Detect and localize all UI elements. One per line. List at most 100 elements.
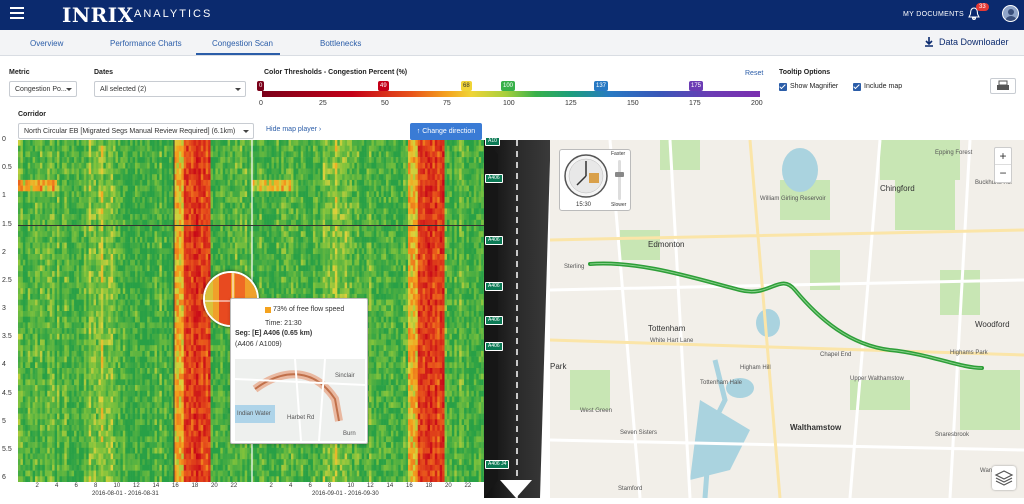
heatmap-cell[interactable] <box>171 197 175 203</box>
heatmap-cell[interactable] <box>122 276 126 283</box>
heatmap-cell[interactable] <box>20 145 24 152</box>
heatmap-cell[interactable] <box>108 197 111 203</box>
heatmap-cell[interactable] <box>178 407 182 414</box>
heatmap-cell[interactable] <box>159 282 163 289</box>
heatmap-cell[interactable] <box>176 373 180 380</box>
heatmap-cell[interactable] <box>125 476 128 482</box>
heatmap-cell[interactable] <box>191 293 194 300</box>
heatmap-cell[interactable] <box>52 311 55 317</box>
heatmap-cell[interactable] <box>115 459 119 466</box>
heatmap-cell[interactable] <box>54 305 58 312</box>
heatmap-cell[interactable] <box>144 191 148 198</box>
heatmap-cell[interactable] <box>152 214 155 221</box>
heatmap-cell[interactable] <box>110 214 114 221</box>
heatmap-cell[interactable] <box>49 385 53 392</box>
heatmap-cell[interactable] <box>44 368 48 374</box>
heatmap-cell[interactable] <box>25 248 29 255</box>
heatmap-cell[interactable] <box>188 407 192 414</box>
heatmap-cell[interactable] <box>188 362 192 369</box>
heatmap-cell[interactable] <box>132 231 136 238</box>
heatmap-cell[interactable] <box>205 219 209 226</box>
heatmap-cell[interactable] <box>113 442 116 449</box>
heatmap-cell[interactable] <box>66 282 70 289</box>
heatmap-cell[interactable] <box>20 402 24 409</box>
heatmap-cell[interactable] <box>78 442 82 449</box>
heatmap-cell[interactable] <box>93 322 97 329</box>
heatmap-cell[interactable] <box>57 379 60 386</box>
heatmap-cell[interactable] <box>37 442 41 449</box>
heatmap-cell[interactable] <box>183 231 187 238</box>
heatmap-cell[interactable] <box>86 276 89 283</box>
heatmap-cell[interactable] <box>74 214 77 221</box>
heatmap-cell[interactable] <box>113 328 116 335</box>
heatmap-cell[interactable] <box>125 179 128 186</box>
heatmap-cell[interactable] <box>69 276 72 283</box>
heatmap-cell[interactable] <box>32 379 36 386</box>
heatmap-cell[interactable] <box>147 419 150 426</box>
heatmap-cell[interactable] <box>108 157 111 164</box>
heatmap-cell[interactable] <box>69 305 72 312</box>
heatmap-cell[interactable] <box>127 396 131 403</box>
heatmap-cell[interactable] <box>54 231 58 238</box>
heatmap-cell[interactable] <box>35 379 38 386</box>
heatmap-cell[interactable] <box>200 322 204 329</box>
heatmap-cell[interactable] <box>132 145 136 152</box>
heatmap-cell[interactable] <box>81 373 85 380</box>
heatmap-cell[interactable] <box>198 333 202 340</box>
heatmap-cell[interactable] <box>198 402 202 409</box>
heatmap-cell[interactable] <box>174 265 177 272</box>
heatmap-cell[interactable] <box>139 368 143 374</box>
heatmap-cell[interactable] <box>93 282 97 289</box>
heatmap-cell[interactable] <box>174 191 177 198</box>
heatmap-cell[interactable] <box>49 402 53 409</box>
heatmap-cell[interactable] <box>98 470 102 477</box>
heatmap-cell[interactable] <box>183 459 187 466</box>
heatmap-cell[interactable] <box>169 140 172 146</box>
heatmap-cell[interactable] <box>32 236 36 243</box>
heatmap-cell[interactable] <box>83 208 87 215</box>
heatmap-cell[interactable] <box>91 288 94 295</box>
heatmap-cell[interactable] <box>200 242 204 249</box>
heatmap-cell[interactable] <box>188 225 192 232</box>
heatmap-cell[interactable] <box>159 402 163 409</box>
heatmap-cell[interactable] <box>35 174 38 181</box>
heatmap-cell[interactable] <box>47 390 50 397</box>
heatmap-cell[interactable] <box>35 413 38 420</box>
heatmap-cell[interactable] <box>110 151 114 158</box>
heatmap-cell[interactable] <box>166 442 170 449</box>
heatmap-cell[interactable] <box>96 185 99 192</box>
heatmap-cell[interactable] <box>210 476 214 482</box>
heatmap-cell[interactable] <box>61 191 65 198</box>
heatmap-cell[interactable] <box>54 368 58 374</box>
heatmap-cell[interactable] <box>69 339 72 346</box>
heatmap-cell[interactable] <box>215 265 219 272</box>
heatmap-cell[interactable] <box>217 236 221 243</box>
heatmap-cell[interactable] <box>166 333 170 340</box>
heatmap-cell[interactable] <box>115 430 119 437</box>
heatmap-cell[interactable] <box>105 362 109 369</box>
heatmap-cell[interactable] <box>186 316 189 323</box>
heatmap-cell[interactable] <box>164 236 167 243</box>
heatmap-cell[interactable] <box>113 356 116 363</box>
heatmap-cell[interactable] <box>122 145 126 152</box>
heatmap-cell[interactable] <box>200 311 204 317</box>
heatmap-cell[interactable] <box>64 185 68 192</box>
heatmap-cell[interactable] <box>139 305 143 312</box>
heatmap-cell[interactable] <box>117 157 121 164</box>
heatmap-cell[interactable] <box>213 464 216 471</box>
heatmap-cell[interactable] <box>113 447 116 454</box>
heatmap-cell[interactable] <box>32 288 36 295</box>
heatmap-cell[interactable] <box>59 185 63 192</box>
heatmap-cell[interactable] <box>88 236 92 243</box>
heatmap-cell[interactable] <box>127 140 131 146</box>
heatmap-cell[interactable] <box>61 162 65 169</box>
heatmap-cell[interactable] <box>147 350 150 357</box>
heatmap-cell[interactable] <box>32 362 36 369</box>
heatmap-cell[interactable] <box>139 288 143 295</box>
heatmap-cell[interactable] <box>91 185 94 192</box>
heatmap-cell[interactable] <box>69 464 72 471</box>
heatmap-cell[interactable] <box>122 476 126 482</box>
heatmap-cell[interactable] <box>181 168 185 175</box>
heatmap-cell[interactable] <box>83 396 87 403</box>
heatmap-cell[interactable] <box>110 316 114 323</box>
